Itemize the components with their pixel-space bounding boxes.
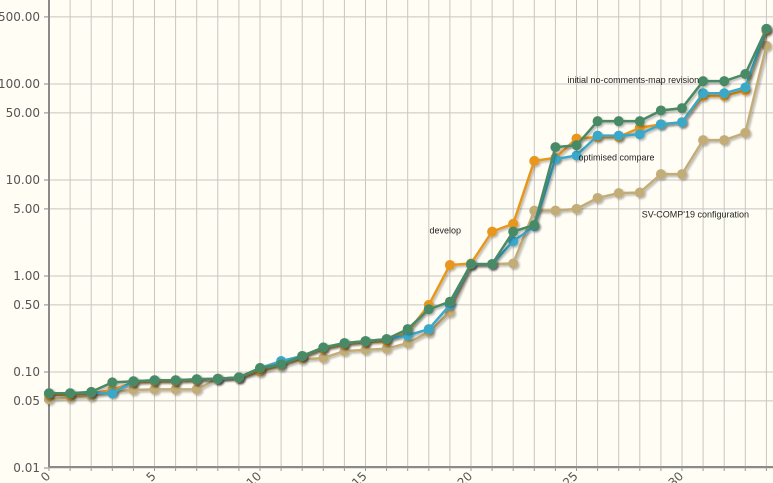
- y-tick-label: 100.00: [0, 77, 40, 91]
- data-point: [592, 130, 603, 141]
- data-point: [740, 82, 751, 93]
- data-point: [107, 388, 118, 399]
- data-point: [508, 218, 519, 229]
- data-point: [508, 236, 519, 247]
- data-point: [487, 226, 498, 237]
- data-point: [423, 324, 434, 335]
- data-point: [44, 388, 54, 399]
- data-point: [360, 336, 371, 347]
- data-point: [613, 188, 624, 199]
- data-point: [297, 350, 308, 361]
- data-point: [571, 140, 582, 151]
- data-point: [107, 377, 118, 388]
- series-annotation: SV-COMP'19 configuration: [642, 210, 749, 220]
- data-point: [233, 372, 244, 383]
- data-point: [677, 117, 687, 128]
- data-point: [655, 119, 666, 130]
- data-point: [444, 296, 455, 307]
- data-point: [444, 260, 455, 271]
- data-point: [634, 187, 645, 198]
- data-point: [613, 116, 624, 127]
- data-point: [740, 69, 751, 80]
- data-point: [508, 258, 519, 269]
- y-tick-label: 0.50: [13, 298, 40, 312]
- data-point: [487, 259, 498, 270]
- series-annotation: develop: [429, 225, 461, 235]
- y-tick-label: 5.00: [13, 202, 40, 216]
- data-point: [698, 76, 709, 87]
- data-point: [318, 342, 329, 353]
- y-tick-label: 50.00: [6, 106, 40, 120]
- data-point: [677, 169, 687, 180]
- data-point: [508, 226, 519, 237]
- y-tick-label: 0.01: [13, 461, 40, 475]
- data-point: [149, 384, 160, 395]
- data-point: [444, 307, 455, 318]
- data-point: [381, 343, 392, 354]
- data-point: [466, 259, 476, 270]
- data-point: [423, 304, 434, 315]
- y-tick-label: 500.00: [0, 10, 40, 24]
- data-point: [550, 205, 561, 216]
- series-annotation: initial no-comments-map revision: [568, 75, 700, 85]
- data-point: [318, 352, 329, 363]
- data-point: [592, 116, 603, 127]
- data-point: [740, 127, 751, 138]
- y-tick-label: 0.10: [13, 365, 40, 379]
- data-point: [634, 116, 645, 127]
- data-point: [381, 334, 392, 345]
- data-point: [212, 373, 223, 384]
- data-point: [550, 142, 561, 153]
- data-point: [191, 384, 202, 395]
- data-point: [571, 203, 582, 214]
- data-point: [698, 135, 709, 146]
- data-point: [719, 76, 730, 87]
- data-point: [677, 103, 687, 114]
- data-point: [592, 192, 603, 203]
- y-tick-label: 0.05: [13, 394, 40, 408]
- data-point: [613, 130, 624, 141]
- data-point: [761, 40, 772, 51]
- data-point: [719, 88, 730, 99]
- y-tick-label: 1.00: [13, 269, 40, 283]
- data-point: [276, 359, 287, 370]
- data-point: [761, 23, 772, 34]
- data-point: [719, 135, 730, 146]
- data-point: [529, 155, 540, 166]
- series-annotation: optimised compare: [579, 152, 655, 162]
- data-point: [360, 344, 371, 355]
- data-point: [402, 324, 413, 335]
- data-point: [571, 150, 582, 161]
- data-point: [255, 363, 265, 374]
- data-point: [170, 384, 181, 395]
- data-point: [149, 375, 160, 386]
- data-point: [529, 219, 540, 230]
- data-point: [128, 384, 139, 395]
- data-point: [339, 338, 350, 349]
- data-point: [191, 374, 202, 385]
- data-point: [655, 169, 666, 180]
- data-point: [402, 338, 413, 349]
- data-point: [655, 105, 666, 116]
- data-point: [634, 129, 645, 140]
- series-initial-no-comments-map-revision: [44, 23, 772, 399]
- data-point: [170, 375, 181, 386]
- data-point: [86, 386, 97, 397]
- data-point: [128, 376, 139, 387]
- data-point: [339, 346, 350, 357]
- y-tick-label: 10.00: [6, 173, 40, 187]
- data-point: [698, 88, 709, 99]
- data-point: [65, 388, 76, 399]
